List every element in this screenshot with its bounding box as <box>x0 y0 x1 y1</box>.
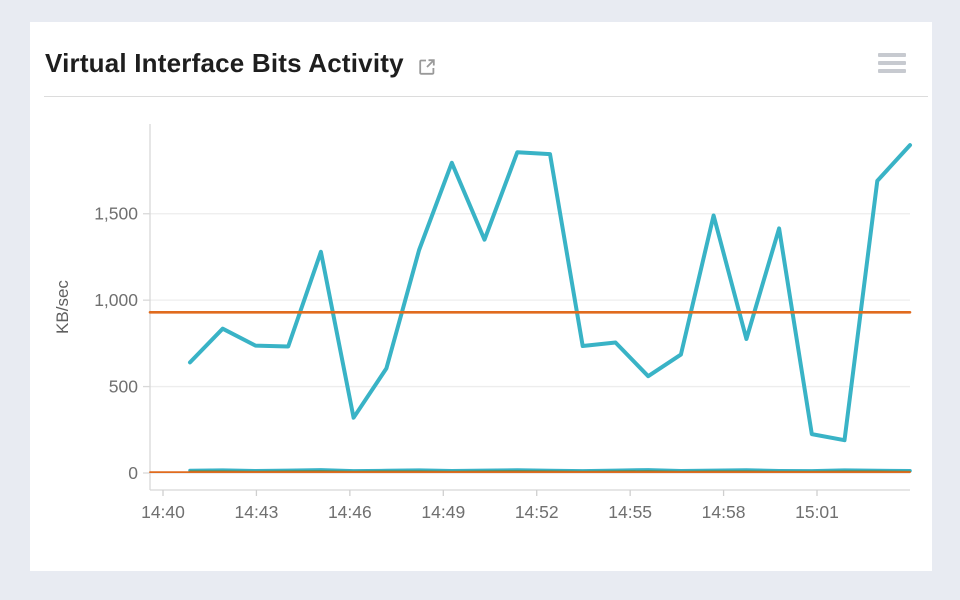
card-header: Virtual Interface Bits Activity <box>30 22 932 97</box>
x-axis-tick-label: 15:01 <box>795 502 839 522</box>
chart-area: 0 500 1,000 1,500 14:40 14:43 14:46 14:49 14:52 1… <box>30 122 932 542</box>
x-axis-tick-label: 14:46 <box>328 502 372 522</box>
header-divider <box>44 96 928 97</box>
menu-icon[interactable] <box>878 53 906 73</box>
x-axis-tick-label: 14:49 <box>421 502 465 522</box>
y-axis-tick-label: 1,000 <box>94 290 138 310</box>
x-axis-tick-label: 14:55 <box>608 502 652 522</box>
y-axis-tick-label: 500 <box>109 377 138 397</box>
external-link-icon[interactable] <box>416 56 438 78</box>
y-axis-tick-label: 0 <box>128 463 138 483</box>
teal-traffic-line <box>188 143 912 443</box>
x-axis-tick-label: 14:58 <box>702 502 746 522</box>
x-axis-tick-label: 14:43 <box>235 502 279 522</box>
x-axis-tick-label: 14:52 <box>515 502 559 522</box>
menu-bar <box>878 61 906 65</box>
x-axis-tick-label: 14:40 <box>141 502 185 522</box>
menu-bar <box>878 69 906 73</box>
line-chart: 0 500 1,000 1,500 14:40 14:43 14:46 14:49 14:52 1… <box>53 124 912 522</box>
chart-card: Virtual Interface Bits Activity 0 500 1,00… <box>30 22 932 571</box>
y-axis-tick-label: 1,500 <box>94 204 138 224</box>
y-axis-title: KB/sec <box>53 280 72 334</box>
page-title: Virtual Interface Bits Activity <box>45 48 404 78</box>
menu-bar <box>878 53 906 57</box>
